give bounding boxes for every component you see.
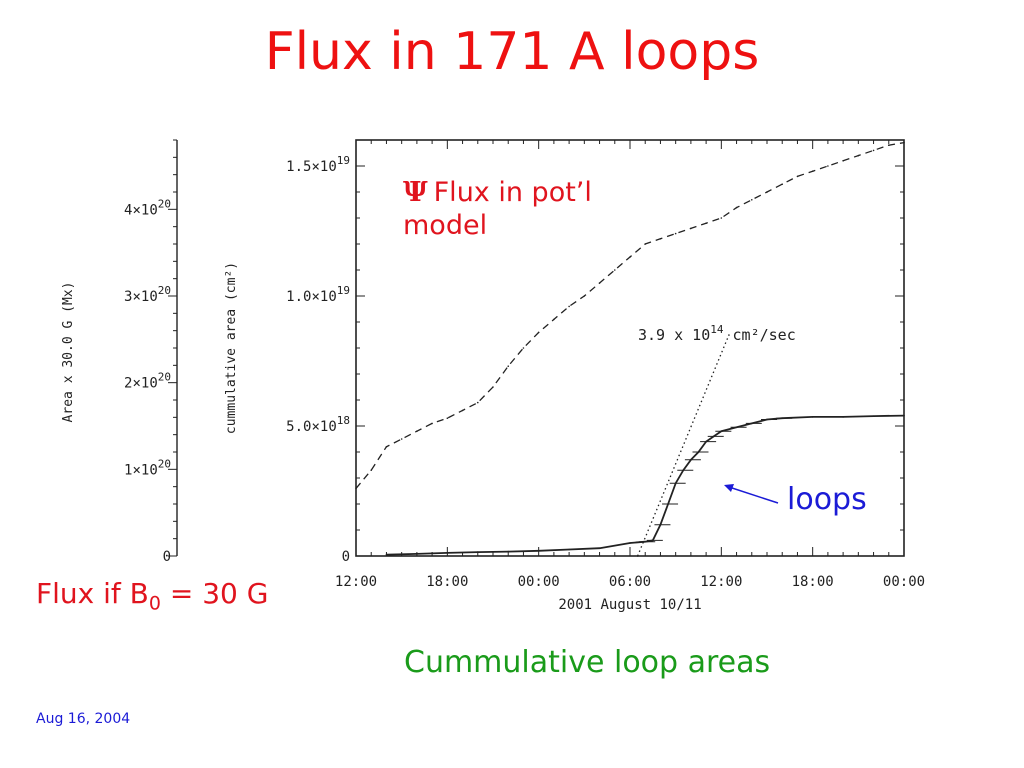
data-point: [446, 417, 449, 420]
flux-if-subscript: 0: [148, 592, 161, 615]
x-tick-label: 00:00: [883, 574, 925, 590]
flux-if-text: Flux if B: [36, 577, 149, 610]
x-axis-label: 2001 August 10/11: [558, 597, 701, 613]
data-point: [674, 232, 677, 235]
data-point: [431, 422, 433, 425]
data-point: [613, 269, 616, 271]
data-point: [690, 227, 692, 230]
psi-label-line1: Flux in pot’l: [433, 177, 592, 208]
y-tick-label: 1.5×1019: [286, 154, 350, 175]
data-point: [636, 555, 639, 557]
data-point: [598, 282, 601, 284]
loops-arrow-shaft: [728, 486, 779, 504]
data-point: [476, 401, 479, 404]
data-point: [811, 170, 814, 172]
data-point: [385, 446, 388, 448]
data-point: [796, 175, 799, 178]
data-point: [659, 238, 662, 240]
series-line-loops: [386, 414, 905, 556]
y-tick-label: 1.0×1019: [286, 284, 350, 305]
data-point: [903, 141, 905, 144]
flux-axis-label: Area x 30.0 G (Mx): [61, 282, 76, 423]
rate-label: 3.9 x 1014 cm²/sec: [638, 323, 796, 344]
psi-symbol: Ψ: [403, 177, 428, 208]
data-point: [461, 409, 464, 412]
data-point: [537, 550, 540, 552]
y-tick-label: 0: [342, 549, 350, 565]
data-point: [507, 550, 510, 553]
data-point: [522, 347, 525, 349]
data-point: [735, 206, 738, 209]
y-axis-label: cummulative area (cm²): [224, 262, 239, 434]
data-point: [476, 551, 479, 553]
data-point: [872, 149, 875, 152]
x-tick-label: 12:00: [700, 574, 742, 590]
series-line-rate-fit: [636, 334, 730, 557]
data-point: [720, 217, 723, 219]
x-tick-label: 06:00: [609, 574, 651, 590]
flux-if-value: = 30 G: [160, 577, 269, 610]
data-point: [644, 243, 647, 245]
flux-if-label: Flux if B0 = 30 G: [36, 577, 268, 615]
footer-date: Aug 16, 2004: [36, 711, 131, 727]
data-point: [872, 415, 875, 417]
psi-flux-label: Ψ Flux in pot’l model: [403, 176, 673, 242]
data-point: [370, 469, 373, 472]
slide-title: Flux in 171 A loops: [264, 22, 760, 82]
loops-label: loops: [787, 482, 867, 517]
data-point: [857, 154, 860, 157]
data-point: [781, 183, 784, 185]
data-point: [728, 334, 730, 336]
data-point: [355, 487, 357, 490]
y-tick-label: 5.0×1018: [286, 414, 350, 435]
data-point: [766, 191, 768, 193]
data-point: [827, 165, 829, 167]
x-tick-label: 18:00: [792, 574, 834, 590]
data-point: [887, 144, 890, 146]
data-series: [355, 141, 905, 557]
flux-tick-label: 4×1020: [124, 197, 171, 218]
data-point: [492, 386, 494, 388]
data-point: [568, 548, 570, 551]
data-point: [537, 331, 540, 334]
data-point: [842, 160, 844, 162]
data-point: [629, 542, 631, 544]
psi-label-line2: model: [403, 210, 488, 241]
chart-caption: Cummulative loop areas: [404, 645, 771, 680]
data-point: [553, 318, 555, 321]
flux-tick-label: 1×1020: [124, 457, 171, 478]
data-point: [446, 552, 449, 554]
data-point: [385, 553, 388, 556]
data-point: [400, 438, 403, 440]
data-point: [705, 222, 707, 224]
data-point: [842, 416, 844, 418]
data-point: [598, 547, 601, 549]
data-point: [568, 305, 570, 308]
loops-arrow-head: [724, 484, 734, 492]
axis-labels: 12:00 18:00 00:00 06:00 12:00 18:00 00:00 2001 …: [61, 154, 925, 613]
data-point: [750, 199, 753, 201]
x-tick-label: 12:00: [335, 574, 377, 590]
axis-ticks: [168, 139, 905, 557]
x-tick-label: 18:00: [426, 574, 468, 590]
x-tick-label: 00:00: [518, 574, 560, 590]
data-point: [507, 365, 510, 368]
data-point: [903, 414, 905, 417]
flux-tick-label: 2×1020: [124, 371, 171, 392]
data-point: [416, 430, 418, 433]
data-point: [811, 416, 814, 418]
data-point: [583, 295, 586, 297]
data-point: [416, 553, 418, 555]
data-point: [629, 256, 631, 258]
flux-tick-label: 3×1020: [124, 284, 171, 305]
flux-tick-label: 0: [163, 549, 171, 565]
